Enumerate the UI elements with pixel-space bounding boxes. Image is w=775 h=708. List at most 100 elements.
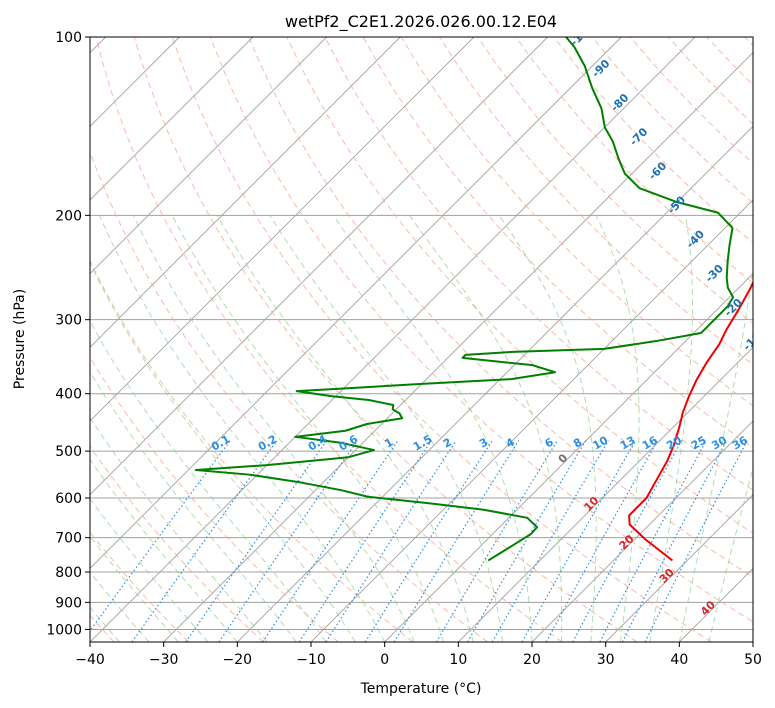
data-lines <box>194 37 753 562</box>
y-tick-label: 800 <box>55 565 82 581</box>
mixing-ratio-label: 13 <box>618 434 638 453</box>
mixing-ratio-line <box>90 440 231 632</box>
moist-adiabat <box>332 215 533 642</box>
mixing-ratio-line <box>218 440 358 642</box>
isotherm-line <box>90 37 696 642</box>
mixing-ratio-line <box>364 440 493 642</box>
y-tick-label: 900 <box>55 595 82 611</box>
isotherm-line <box>90 37 327 275</box>
axes: −40 −30 −20 −10 0 10 20 30 40 5010020030040050060… <box>46 30 762 668</box>
isotherm-label: 10 <box>581 494 601 514</box>
dry-adiabat <box>210 37 753 623</box>
moist-adiabat <box>90 458 238 642</box>
moist-adiabat <box>595 215 640 642</box>
isotherm-line <box>605 494 753 642</box>
mixing-ratio-label: 0.1 <box>209 433 232 454</box>
mixing-ratio-line <box>644 440 748 642</box>
mixing-ratio-line <box>298 440 432 642</box>
dry-adiabat <box>90 356 339 642</box>
mixing-ratio-line <box>131 440 278 642</box>
mixing-ratio-line <box>435 440 558 642</box>
dry-adiabat-label: -30 <box>703 262 726 285</box>
mixing-ratio-line <box>599 440 707 642</box>
mixing-ratio-line <box>491 440 609 642</box>
moist-adiabat <box>708 465 753 642</box>
dry-adiabat-label: -100 <box>568 20 597 49</box>
x-tick-label: 20 <box>523 652 541 668</box>
dry-adiabat <box>324 37 753 491</box>
moist-adiabat <box>90 416 268 642</box>
dry-adiabat-label: -50 <box>665 193 688 216</box>
dry-adiabat-label: -60 <box>646 159 669 182</box>
isotherm-line <box>531 420 753 642</box>
mixing-ratio-line <box>466 440 587 642</box>
isotherm-line <box>90 37 475 422</box>
x-axis-label: Temperature (°C) <box>360 681 482 697</box>
dry-adiabat <box>90 531 190 642</box>
mixing-ratio-label: 0.6 <box>337 432 361 453</box>
y-axis-label: Pressure (hPa) <box>12 289 28 389</box>
dry-adiabat <box>133 37 638 642</box>
isotherm-line <box>752 641 753 642</box>
dry-adiabat <box>90 150 488 642</box>
moist-adiabat <box>90 535 179 642</box>
dry-adiabat-label: -10 <box>741 330 764 353</box>
isotherm-label: 30 <box>657 566 677 586</box>
dry-adiabat-label: -80 <box>608 91 631 114</box>
mixing-ratio-line <box>185 440 328 642</box>
moist-adiabat <box>90 498 209 642</box>
mixing-ratio-label: 6 <box>543 435 556 450</box>
dry-adiabat <box>248 37 753 578</box>
background-lines <box>90 37 753 642</box>
moist-adiabat <box>216 215 474 642</box>
moist-adiabat <box>90 571 150 642</box>
moist-adiabat <box>99 215 386 642</box>
mixing-ratio-label: 1 <box>382 436 395 451</box>
mixing-ratio-label: 30 <box>709 433 729 452</box>
chart-title: wetPf2_C2E1.2026.026.00.12.E04 <box>285 12 557 32</box>
mixing-ratio-line <box>545 440 659 642</box>
y-tick-label: 300 <box>55 313 82 329</box>
temperature-line <box>628 280 753 562</box>
plot-frame <box>89 36 754 643</box>
isotherm-label: 40 <box>698 598 718 618</box>
mixing-ratio-label: 10 <box>591 433 611 452</box>
moist-adiabat <box>269 215 504 642</box>
mixing-ratio-label: 1.5 <box>411 433 434 454</box>
moist-adiabat <box>90 320 327 642</box>
dewpoint-line <box>194 37 735 562</box>
mixing-ratio-line <box>521 440 637 642</box>
dry-adiabat <box>515 37 753 284</box>
x-tick-label: 10 <box>449 652 467 668</box>
moist-adiabat <box>90 371 297 642</box>
moist-adiabat <box>133 215 415 642</box>
x-tick-label: −40 <box>75 652 105 668</box>
isotherm-line <box>458 346 753 642</box>
mixing-ratio-label: 16 <box>640 433 660 452</box>
x-tick-label: 50 <box>744 652 762 668</box>
dry-adiabat <box>706 37 753 86</box>
moist-adiabat <box>498 215 597 642</box>
y-tick-label: 500 <box>55 444 82 460</box>
isotherm-line <box>90 37 548 496</box>
mixing-ratio-line <box>393 440 520 642</box>
x-tick-label: 30 <box>597 652 615 668</box>
mixing-ratio-line <box>325 440 457 642</box>
x-tick-label: 40 <box>670 652 688 668</box>
dry-adiabat <box>90 259 414 642</box>
mixing-ratio-label: 0.2 <box>256 433 279 454</box>
dry-adiabat <box>171 37 712 642</box>
isotherm-line <box>90 37 401 348</box>
y-tick-label: 100 <box>55 30 82 46</box>
moist-adiabat <box>409 215 563 642</box>
dry-adiabat-label: -90 <box>589 57 612 80</box>
moist-adiabat <box>649 215 694 642</box>
isotherm-line <box>237 125 753 642</box>
y-tick-label: 700 <box>55 531 82 547</box>
mixing-ratio-line <box>262 440 399 642</box>
isotherm-line <box>163 52 753 642</box>
y-tick-label: 400 <box>55 387 82 403</box>
mixing-ratio-label: 8 <box>571 436 584 451</box>
mixing-ratio-label: 36 <box>730 433 750 452</box>
